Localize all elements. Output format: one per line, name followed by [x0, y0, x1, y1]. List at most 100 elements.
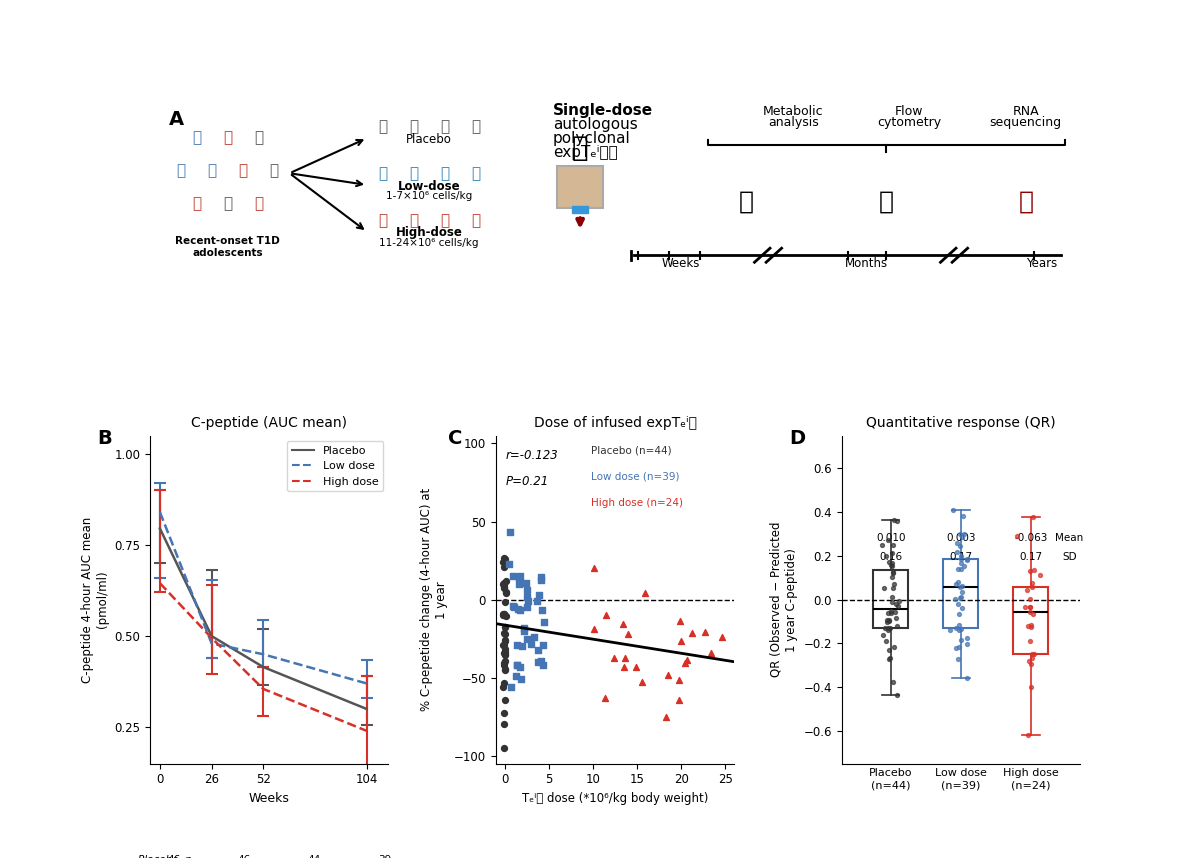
Point — [494, 608, 514, 622]
Point — [950, 528, 970, 541]
Point — [512, 639, 532, 653]
Point — [595, 692, 614, 705]
Text: P=0.21: P=0.21 — [505, 475, 548, 488]
Y-axis label: C-peptide 4-hour AUC mean
(pmol/ml): C-peptide 4-hour AUC mean (pmol/ml) — [80, 517, 109, 683]
Point — [947, 577, 966, 590]
Point — [958, 671, 977, 685]
Point — [878, 606, 898, 619]
Point — [947, 642, 966, 656]
Point — [1019, 728, 1038, 742]
Point — [528, 594, 547, 607]
Point — [882, 559, 901, 572]
Point — [888, 514, 907, 528]
Point — [496, 632, 515, 646]
Point — [496, 655, 515, 668]
Point — [949, 618, 968, 631]
Text: expTₑⁱ⁧⁳: expTₑⁱ⁧⁳ — [553, 145, 618, 160]
Point — [517, 600, 536, 613]
Point — [496, 619, 515, 633]
Point — [509, 602, 528, 616]
Point — [872, 539, 892, 553]
Point — [528, 644, 547, 657]
Point — [1021, 564, 1040, 577]
Text: Months: Months — [845, 257, 888, 270]
Point — [878, 613, 898, 626]
Text: Placebo (n=44): Placebo (n=44) — [592, 445, 672, 456]
Point — [517, 583, 536, 597]
Point — [947, 546, 966, 559]
Text: High dose (n=24): High dose (n=24) — [592, 498, 683, 508]
Text: 〰: 〰 — [1019, 190, 1033, 214]
Point — [1025, 563, 1044, 577]
Point — [1021, 620, 1040, 634]
Title: Quantitative response (QR): Quantitative response (QR) — [866, 416, 1056, 431]
Point — [618, 627, 637, 641]
Point — [670, 693, 689, 707]
Point — [1021, 657, 1040, 671]
Point — [493, 608, 512, 622]
Point — [880, 555, 899, 569]
Point — [494, 676, 514, 690]
Point — [534, 615, 553, 629]
Text: 👤: 👤 — [409, 213, 418, 227]
Point — [952, 622, 971, 636]
Point — [954, 559, 973, 573]
Point — [952, 556, 971, 570]
Point — [880, 613, 899, 626]
Point — [493, 577, 512, 590]
Point — [949, 607, 968, 621]
Point — [882, 604, 901, 618]
Text: Mean: Mean — [1055, 533, 1084, 542]
Point — [494, 578, 514, 592]
Point — [880, 651, 899, 665]
Text: Weeks: Weeks — [661, 257, 700, 270]
Text: RNA: RNA — [1013, 105, 1039, 118]
Point — [496, 663, 515, 677]
Point — [494, 576, 514, 589]
Point — [1020, 601, 1039, 614]
Point — [1025, 647, 1044, 661]
Point — [496, 693, 515, 707]
Point — [494, 656, 514, 669]
Y-axis label: QR (Observed − Predicted
1 year C-peptide): QR (Observed − Predicted 1 year C-peptid… — [769, 522, 798, 677]
Point — [949, 597, 968, 611]
Point — [496, 645, 515, 659]
Point — [494, 638, 514, 652]
Point — [1021, 619, 1040, 632]
Point — [509, 577, 528, 591]
Point — [497, 609, 516, 623]
Point — [882, 547, 901, 560]
Text: 🧴: 🧴 — [572, 134, 588, 161]
Text: 1-7×10⁶ cells/kg: 1-7×10⁶ cells/kg — [386, 191, 472, 201]
Point — [888, 619, 907, 632]
Point — [671, 614, 690, 628]
Point — [517, 577, 536, 590]
Point — [884, 577, 904, 591]
Point — [494, 555, 514, 569]
Point — [506, 669, 526, 683]
Point — [950, 580, 970, 594]
Point — [696, 625, 715, 638]
Text: 👤: 👤 — [378, 213, 388, 227]
Point — [947, 621, 966, 635]
Point — [494, 580, 514, 594]
Point — [884, 513, 904, 527]
Point — [493, 638, 512, 652]
Text: 👤: 👤 — [409, 166, 418, 181]
Text: 🔬: 🔬 — [878, 190, 894, 214]
Text: Low-dose: Low-dose — [397, 179, 461, 193]
Point — [943, 503, 962, 517]
Point — [659, 668, 678, 682]
Text: cytometry: cytometry — [877, 117, 942, 130]
Text: A: A — [168, 110, 184, 129]
Point — [1020, 654, 1039, 668]
Point — [494, 560, 514, 574]
Point — [508, 638, 527, 652]
Text: 👤: 👤 — [440, 119, 449, 134]
Point — [1024, 607, 1043, 621]
Point — [888, 688, 907, 702]
Point — [1021, 680, 1040, 694]
Point — [877, 549, 896, 563]
Point — [874, 629, 893, 643]
Point — [530, 655, 550, 668]
